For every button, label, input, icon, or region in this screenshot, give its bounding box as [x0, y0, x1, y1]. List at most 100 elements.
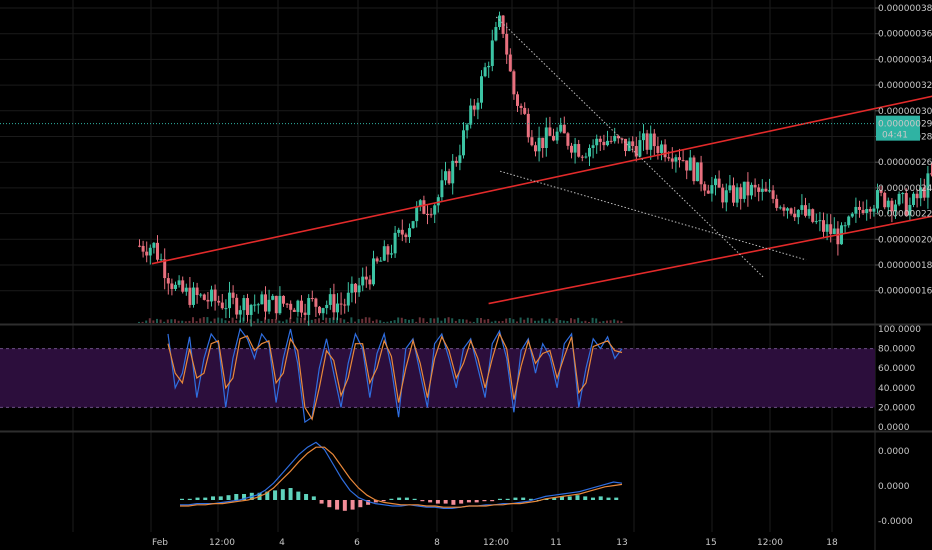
candle-body — [699, 162, 703, 185]
volume-bar — [339, 318, 342, 323]
candle-body — [195, 287, 199, 296]
candle-body — [703, 184, 707, 191]
volume-bar — [591, 317, 594, 323]
volume-bar — [188, 320, 191, 323]
candle-body — [404, 234, 408, 238]
macd-histogram-bar — [211, 496, 216, 500]
candle-body — [847, 216, 851, 226]
candle-body — [526, 113, 530, 138]
time-tick-label: Feb — [152, 538, 168, 548]
volume-bars — [138, 317, 623, 323]
time-tick-label: 11 — [550, 538, 561, 548]
candle-body — [822, 220, 825, 232]
volume-bar — [145, 320, 148, 323]
time-tick-label: 18 — [826, 538, 838, 548]
price-axis[interactable]: 0.00000038 0.00000036 0.00000034 0.00000032… — [875, 4, 932, 527]
drawn-lines[interactable] — [0, 16, 932, 305]
candle-body — [505, 33, 509, 55]
candle-body — [458, 155, 462, 164]
volume-bar — [429, 318, 432, 323]
candle-body — [220, 302, 224, 309]
volume-bar — [202, 317, 205, 323]
candles[interactable] — [138, 11, 932, 327]
candle-body — [372, 258, 375, 285]
volume-bar — [253, 321, 256, 323]
volume-bar — [206, 317, 209, 323]
candle-body — [361, 276, 365, 286]
macd-histogram-bar — [218, 496, 223, 500]
candle-body — [616, 135, 620, 139]
candle-body — [577, 144, 581, 157]
candle-body — [541, 137, 545, 148]
candle-body — [249, 304, 253, 315]
candle-body — [271, 295, 275, 300]
candle-body — [807, 209, 811, 216]
candle-body — [764, 188, 768, 192]
candle-body — [350, 283, 354, 293]
macd-histogram-bar — [389, 498, 394, 500]
volume-bar — [512, 319, 515, 323]
candle-body — [181, 280, 185, 292]
volume-bar — [332, 317, 335, 323]
candle-body — [328, 294, 332, 305]
volume-bar — [390, 320, 392, 323]
candle-body — [235, 297, 239, 315]
macd-histogram-bar — [459, 500, 464, 504]
candle-body — [858, 206, 861, 210]
candle-body — [724, 190, 728, 203]
volume-bar — [192, 317, 194, 323]
time-axis[interactable]: Feb 12:00 4 6 8 12:00 11 13 15 12:00 18 — [152, 538, 838, 548]
dotted-trendline — [499, 170, 807, 261]
volume-bar — [411, 319, 414, 323]
volume-bar — [195, 321, 198, 323]
volume-bar — [289, 317, 292, 323]
candle-body — [159, 259, 163, 261]
candle-body — [296, 300, 300, 312]
volume-bar — [228, 320, 230, 323]
candle-body — [753, 184, 757, 188]
candle-body — [681, 160, 685, 162]
candle-body — [210, 289, 213, 302]
macd-histogram-bar — [180, 498, 184, 500]
macd-histogram-bar — [590, 497, 595, 500]
candle-body — [332, 294, 336, 313]
macd-histogram-bar — [327, 500, 332, 508]
candle-body — [199, 294, 203, 296]
candle-body — [814, 221, 818, 223]
candle-body — [490, 40, 494, 66]
volume-bar — [534, 320, 536, 323]
candle-body — [501, 15, 505, 34]
volume-bar — [433, 318, 436, 323]
candle-body — [246, 298, 249, 315]
volume-bar — [483, 319, 486, 323]
candle-body — [256, 304, 260, 306]
macd-histogram-bar — [598, 496, 603, 500]
macd-signal-line — [180, 446, 623, 508]
candle-body — [570, 145, 573, 153]
candle-body — [760, 188, 764, 192]
candle-body — [865, 209, 869, 214]
candle-body — [861, 209, 865, 214]
candle-body — [530, 137, 534, 146]
volume-bar — [598, 321, 601, 323]
macd-tick-label: -0.0000 — [878, 517, 913, 527]
candle-body — [231, 292, 235, 298]
candle-body — [793, 213, 797, 218]
volume-bar — [577, 317, 580, 323]
candle-body — [339, 303, 343, 305]
price-tick-label: 0.00000026 — [878, 158, 932, 168]
candle-body — [418, 200, 422, 207]
candle-body — [832, 228, 836, 235]
stoch-tick-label: 40.0000 — [878, 384, 915, 394]
volume-bar — [224, 320, 227, 323]
volume-bar — [548, 318, 551, 323]
candle-body — [386, 246, 390, 255]
volume-bar — [505, 318, 508, 323]
volume-bar — [462, 319, 464, 323]
volume-bar — [530, 318, 533, 323]
candle-body — [696, 162, 699, 182]
candle-body — [915, 193, 919, 199]
volume-bar — [159, 319, 162, 323]
macd-histogram-bar — [552, 497, 557, 500]
